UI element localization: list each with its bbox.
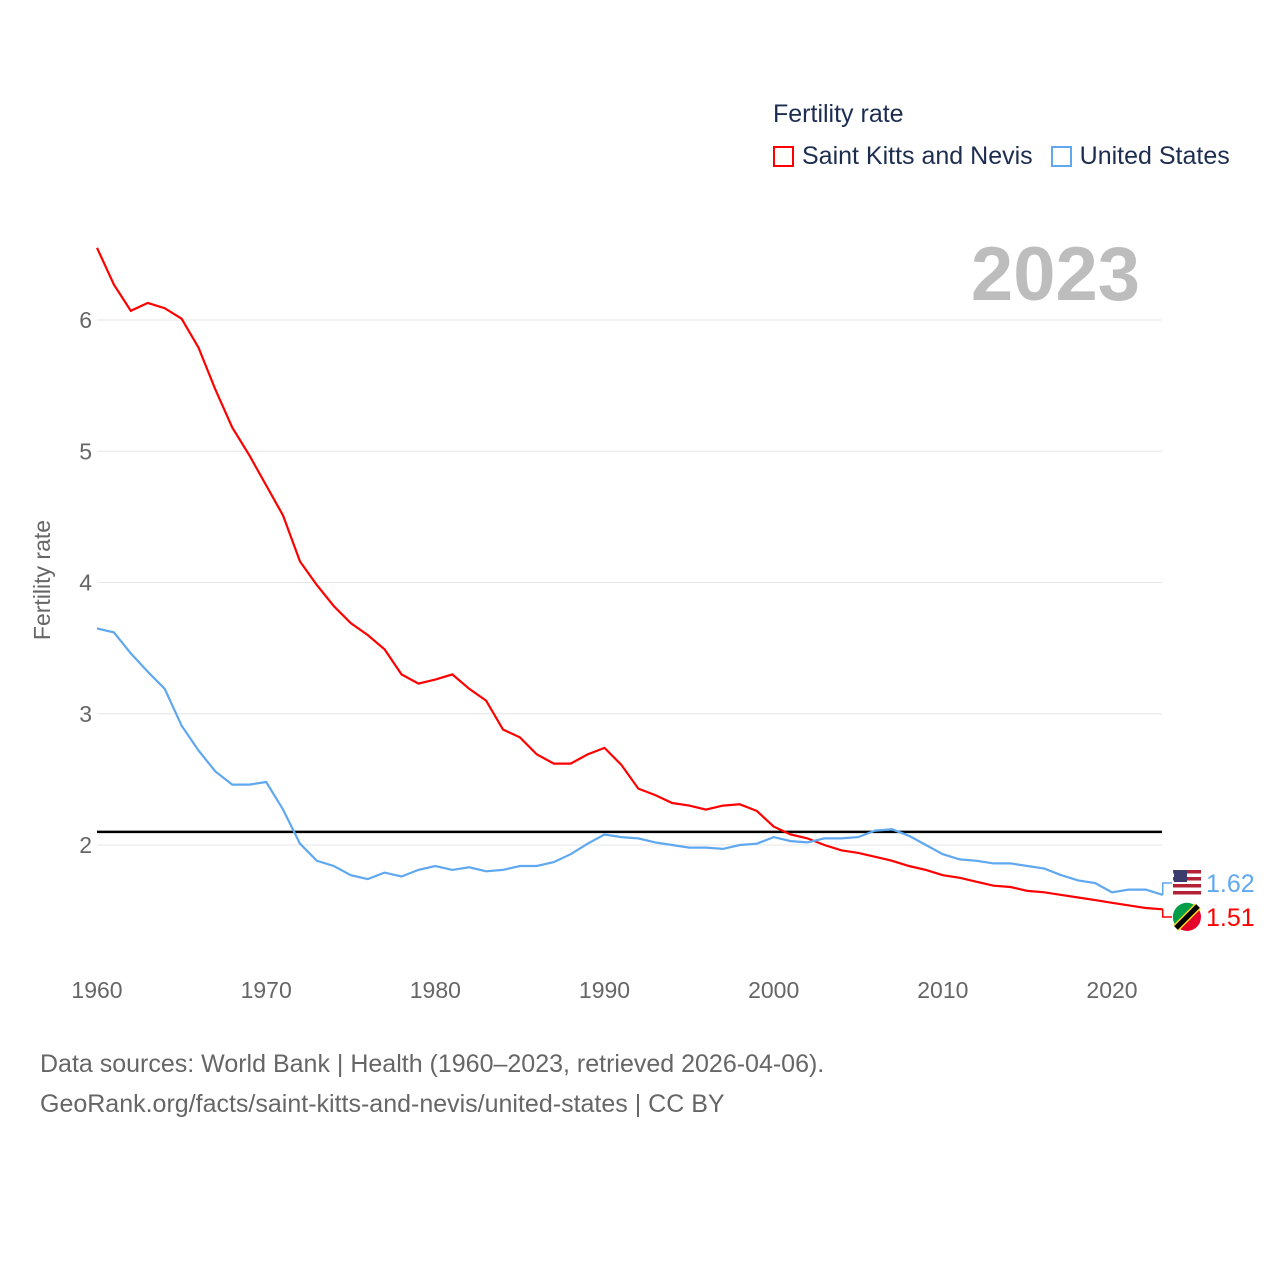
- flag-stripe: [1173, 884, 1201, 888]
- y-tick-label: 6: [79, 307, 92, 333]
- y-tick-label: 5: [79, 438, 92, 464]
- y-axis-label: Fertility rate: [29, 520, 55, 640]
- x-tick-label: 2020: [1086, 977, 1137, 1003]
- source-line-1: Data sources: World Bank | Health (1960–…: [40, 1050, 825, 1078]
- legend-swatch: [1050, 146, 1072, 167]
- series-line-0: [96, 247, 1163, 911]
- flag-canton: [1174, 870, 1187, 882]
- flag-stripe: [1173, 891, 1201, 895]
- legend: Saint Kitts and Nevis United States: [773, 142, 1230, 171]
- end-value-label: 1.51: [1206, 904, 1255, 932]
- y-tick-label: 3: [79, 701, 92, 727]
- source-note: Data sources: World Bank | Health (1960–…: [40, 1044, 824, 1124]
- legend-label: United States: [1079, 142, 1230, 170]
- end-connector: [1162, 909, 1172, 918]
- flag-black: [1174, 904, 1200, 930]
- x-tick-label: 1990: [579, 977, 630, 1003]
- source-link[interactable]: GeoRank.org/facts/saint-kitts-and-nevis/…: [40, 1090, 725, 1118]
- end-connector: [1162, 882, 1172, 895]
- year-label: 2023: [971, 232, 1140, 317]
- legend-title: Fertility rate: [773, 100, 904, 128]
- x-tick-label: 2010: [917, 977, 968, 1003]
- series-line-1: [96, 627, 1164, 896]
- x-tick-label: 2000: [748, 977, 799, 1003]
- end-value-label: 1.62: [1206, 870, 1255, 898]
- x-tick-label: 1970: [241, 977, 292, 1003]
- x-tick-label: 1980: [410, 977, 461, 1003]
- legend-item-saint-kitts[interactable]: Saint Kitts and Nevis: [773, 142, 1033, 171]
- legend-swatch: [773, 146, 794, 167]
- x-tick-label: 1960: [71, 977, 122, 1003]
- y-tick-label: 2: [79, 832, 92, 858]
- y-tick-label: 4: [79, 570, 92, 596]
- legend-item-united-states[interactable]: United States: [1050, 142, 1230, 171]
- legend-label: Saint Kitts and Nevis: [802, 142, 1033, 170]
